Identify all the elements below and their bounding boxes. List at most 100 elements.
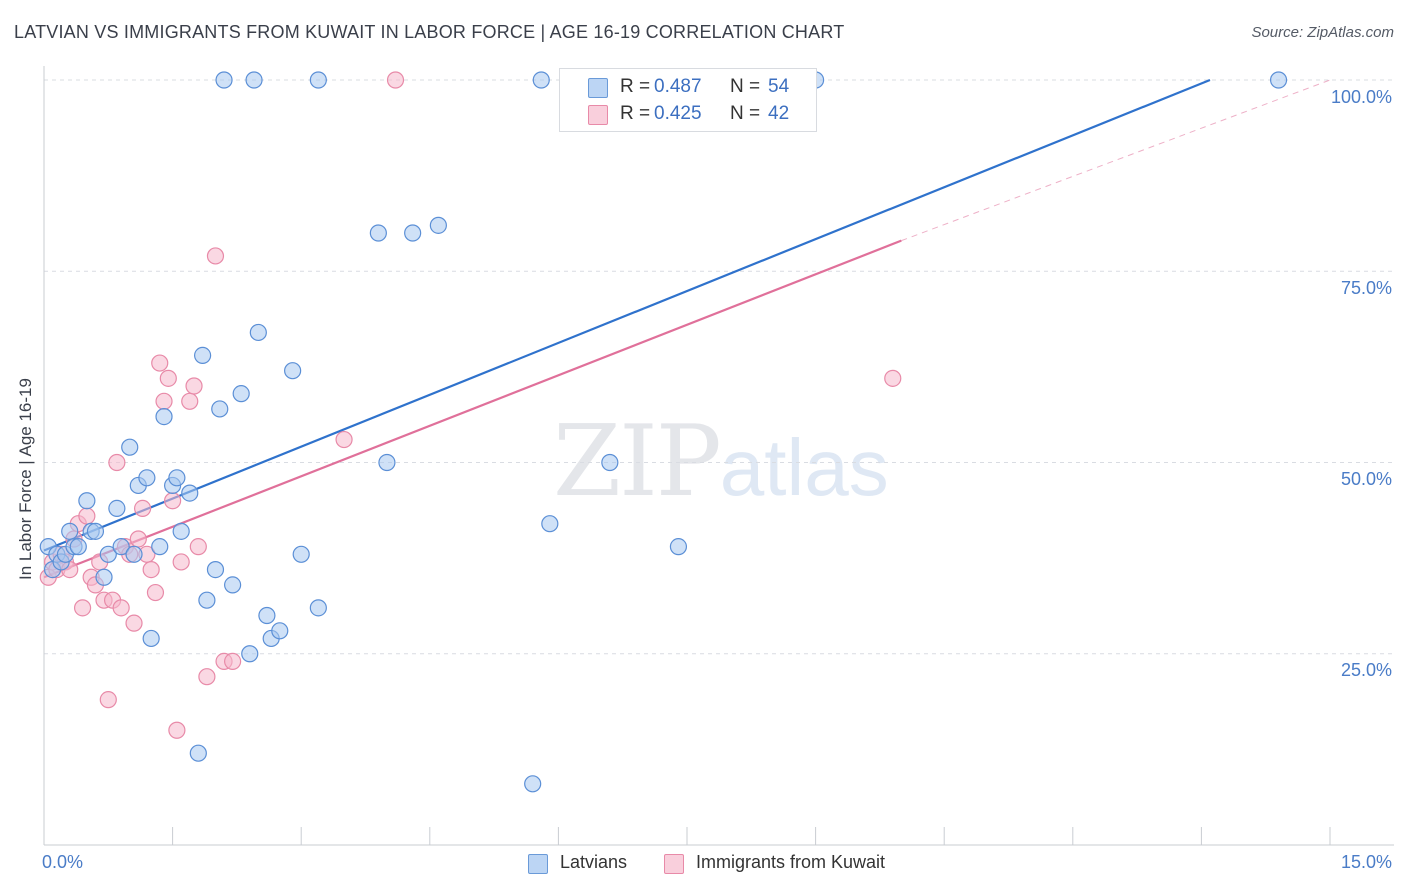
stats-row-kuwait: R = 0.425 N = 42 (560, 101, 816, 127)
r-value: 0.487 (654, 76, 702, 97)
latvians-point (95, 568, 113, 586)
series-kuwait-points (39, 71, 902, 739)
kuwait-point (168, 721, 186, 739)
latvians-point (121, 438, 139, 456)
kuwait-point (198, 668, 216, 686)
kuwait-point (129, 530, 147, 548)
latvians-point (151, 538, 169, 556)
latvians-swatch (588, 78, 608, 98)
latvians-point (69, 538, 87, 556)
latvians-point (78, 492, 96, 510)
latvians-point (532, 71, 550, 89)
latvians-point (224, 576, 242, 594)
y-tick-50: 50.0% (1340, 469, 1392, 489)
kuwait-trend-line (43, 239, 902, 579)
kuwait-point (189, 538, 207, 556)
latvians-point (189, 744, 207, 762)
n-value: 54 (768, 76, 790, 97)
latvians-point (86, 522, 105, 540)
y-tick-25: 25.0% (1340, 660, 1392, 680)
kuwait-point (206, 247, 225, 265)
kuwait-point (73, 599, 92, 617)
stats-row-latvians: R = 0.487 N = 54 (560, 74, 816, 100)
latvians-point (194, 346, 212, 364)
series-latvians-points (39, 71, 1288, 793)
y-axis-label: In Labor Force | Age 16-19 (16, 378, 35, 580)
kuwait-point (185, 377, 203, 395)
latvians-trend-line (43, 78, 1211, 552)
y-tick-75: 75.0% (1340, 278, 1392, 298)
latvians-point (181, 484, 199, 502)
r-label: R = (620, 76, 651, 97)
kuwait-point (181, 392, 199, 410)
latvians-point (211, 400, 229, 418)
x-tick-min: 0.0% (42, 852, 84, 872)
kuwait-point (884, 369, 902, 387)
r-label: R = (620, 103, 651, 124)
latvians-point (429, 216, 447, 234)
legend-kuwait-swatch (664, 854, 684, 874)
grid-lines (44, 79, 1394, 655)
latvians-point (61, 522, 79, 540)
latvians-point (215, 71, 233, 89)
latvians-point (108, 499, 126, 517)
latvians-point (232, 385, 250, 403)
kuwait-point (151, 354, 169, 372)
legend-kuwait-label: Immigrants from Kuwait (696, 852, 886, 872)
latvians-point (168, 469, 186, 487)
latvians-point (125, 545, 143, 563)
latvians-point (245, 71, 263, 89)
latvians-point (258, 606, 276, 625)
latvians-point (1269, 71, 1288, 89)
kuwait-point (78, 507, 96, 525)
latvians-point (142, 629, 160, 648)
kuwait-point (159, 369, 177, 387)
latvians-point (404, 224, 422, 242)
latvians-point (369, 224, 387, 242)
latvians-point (378, 453, 396, 472)
kuwait-trend-extension (901, 79, 1331, 242)
kuwait-point (125, 614, 143, 632)
latvians-point (99, 545, 117, 563)
trend-lines (43, 78, 1331, 579)
latvians-point (198, 591, 216, 609)
latvians-point (284, 362, 302, 380)
latvians-point (524, 775, 542, 793)
kuwait-point (112, 599, 130, 617)
n-label: N = (730, 103, 761, 124)
n-label: N = (730, 76, 761, 97)
kuwait-point (172, 553, 190, 571)
latvians-point (669, 538, 688, 556)
latvians-point (271, 622, 289, 640)
kuwait-point (155, 392, 173, 410)
latvians-point (241, 645, 259, 663)
kuwait-point (99, 691, 117, 709)
chart-title: LATVIAN VS IMMIGRANTS FROM KUWAIT IN LAB… (14, 22, 845, 42)
latvians-point (541, 515, 559, 533)
latvians-point (601, 453, 619, 472)
r-value: 0.425 (654, 103, 702, 124)
latvians-point (309, 71, 327, 89)
latvians-point (309, 599, 327, 617)
watermark-atlas: atlas (719, 423, 889, 512)
kuwait-point (142, 560, 160, 579)
kuwait-point (224, 652, 242, 671)
kuwait-point (386, 71, 405, 89)
kuwait-swatch (588, 105, 608, 125)
source-label: Source: ZipAtlas.com (1251, 24, 1394, 41)
y-tick-100: 100.0% (1330, 87, 1392, 107)
latvians-point (155, 408, 173, 426)
latvians-point (249, 323, 267, 342)
legend-latvians-label: Latvians (560, 852, 628, 872)
kuwait-point (335, 430, 353, 449)
latvians-point (206, 560, 225, 579)
latvians-point (292, 545, 310, 563)
n-value: 42 (768, 103, 790, 124)
kuwait-point (164, 492, 182, 510)
latvians-point (172, 522, 190, 540)
x-tick-max: 15.0% (1340, 852, 1392, 872)
legend-latvians-swatch (528, 854, 548, 874)
axes (43, 66, 1394, 846)
latvians-point (112, 538, 130, 556)
